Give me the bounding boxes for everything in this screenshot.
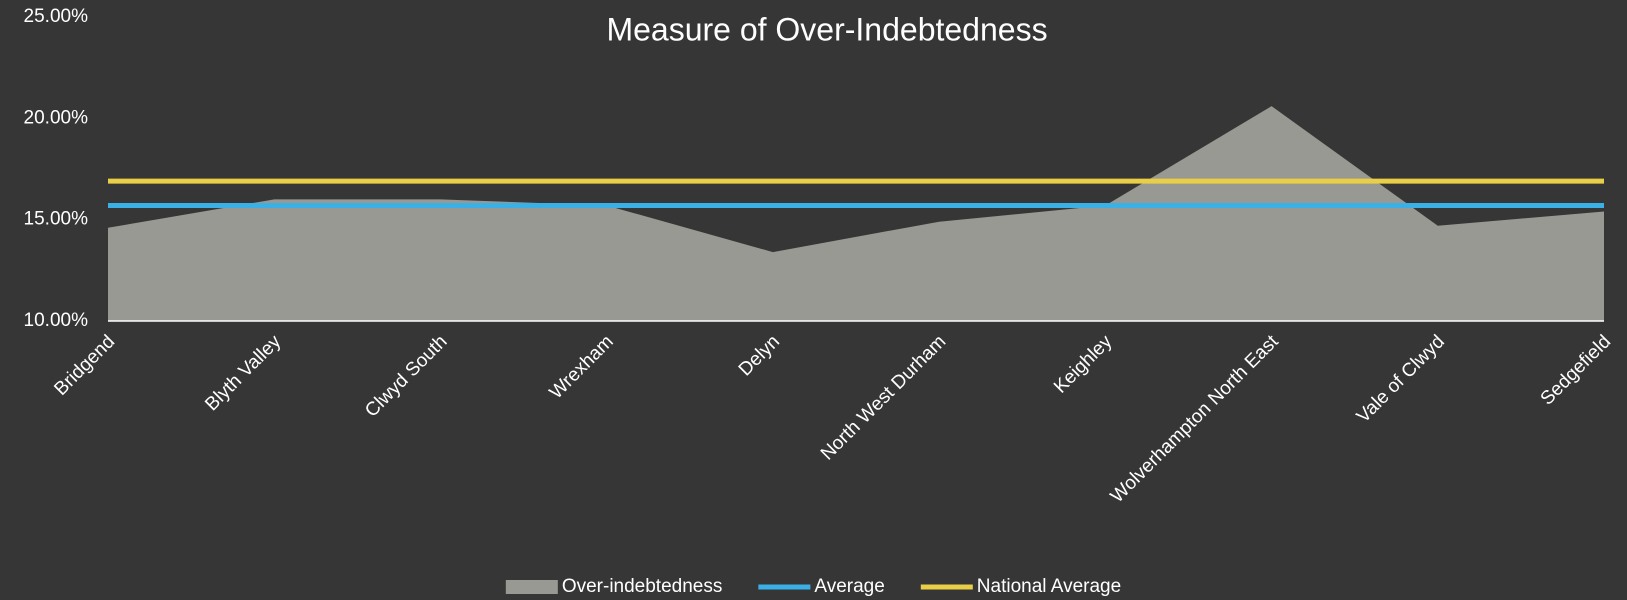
legend-label: Over-indebtedness: [562, 576, 723, 597]
y-tick-label: 20.00%: [24, 107, 89, 128]
y-tick-label: 25.00%: [24, 6, 89, 27]
y-tick-label: 10.00%: [24, 310, 89, 331]
y-tick-label: 15.00%: [24, 209, 89, 230]
legend-label: National Average: [977, 576, 1121, 597]
area: [108, 106, 1604, 321]
legend-swatch: [505, 580, 558, 594]
legend-label: Average: [814, 576, 884, 597]
chart-title: Measure of Over-Indebtedness: [606, 11, 1047, 47]
